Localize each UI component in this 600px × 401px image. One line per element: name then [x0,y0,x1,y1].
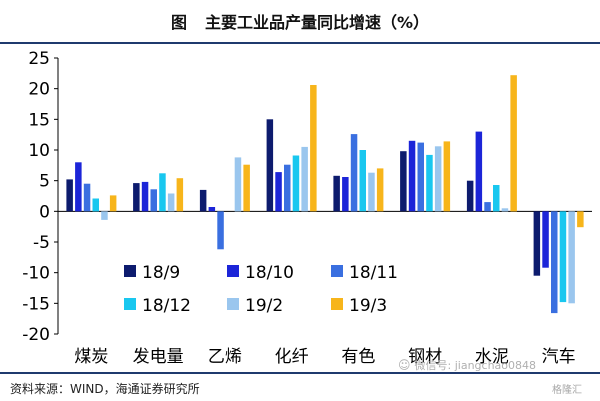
bar-18-11-3 [284,164,291,212]
legend-label: 18/9 [142,263,180,283]
bar-19-2-7 [568,211,575,304]
bar-19-3-6 [510,75,517,212]
bar-19-3-3 [310,85,317,212]
x-axis-labels: 煤炭 发电量 乙烯 化纤 有色 钢材 水泥 汽车 [74,347,575,367]
bar-18-10-3 [275,172,282,212]
figure-title: 图 主要工业品产量同比增速（%） [0,0,600,44]
bar-19-3-4 [376,168,384,212]
y-tick-label: 15 [28,110,50,130]
bar-19-2-4 [368,172,375,212]
legend-item: 19/2 [227,296,283,316]
y-tick-label: 20 [28,80,50,100]
y-axis: -20 -15 -10 -5 0 5 10 15 20 25 [22,49,592,345]
legend-label: 19/3 [349,296,387,316]
y-tick-label: 10 [28,141,50,161]
bar-18-10-1 [141,181,149,212]
bar-18-9-3 [266,119,274,212]
bar-18-9-5 [400,151,407,212]
y-tick-label: -20 [22,325,50,345]
y-tick-label: 5 [39,172,50,192]
bar-18-10-4 [342,177,349,212]
bar-18-12-0 [92,198,99,212]
y-tick-label: -5 [33,233,50,253]
bar-19-2-6 [501,208,509,212]
bar-19-2-3 [301,146,308,212]
x-tick-label: 水泥 [475,347,509,367]
legend-item: 18/10 [227,263,294,283]
bar-18-11-4 [350,134,358,212]
bar-18-9-4 [333,175,340,212]
bar-19-2-0 [101,211,108,220]
legend: 18/9 18/10 18/11 18/12 19/2 19/3 [124,263,398,316]
watermark-brand: 格隆汇 [552,385,582,396]
x-tick-label: 乙烯 [208,347,242,367]
watermark-text: 微信号: jiangchao0848 [414,359,537,372]
bar-18-11-1 [150,189,157,212]
bar-18-9-7 [533,211,541,276]
bar-18-12-6 [493,185,500,212]
legend-item: 18/12 [124,296,191,316]
bar-19-3-7 [577,211,584,228]
legend-item: 18/11 [331,263,398,283]
x-tick-label: 化纤 [275,347,309,367]
bar-19-3-2 [243,164,250,212]
y-tick-label: -10 [22,264,50,284]
bar-19-2-2 [234,157,242,212]
x-tick-label: 汽车 [542,347,576,367]
bar-18-10-2 [208,207,216,212]
y-tick-label: 25 [28,49,50,69]
legend-item: 19/3 [331,296,387,316]
legend-label: 18/10 [245,263,294,283]
bar-19-3-1 [176,178,184,212]
bar-18-10-0 [75,162,82,212]
legend-swatch [331,265,343,277]
y-tick-label: 0 [39,202,50,222]
bar-18-12-7 [559,211,567,303]
bar-18-9-6 [466,180,474,212]
bar-19-3-0 [109,195,117,212]
bar-18-11-0 [83,183,91,212]
bars-group [66,75,584,314]
legend-swatch [124,298,136,310]
legend-swatch [124,265,136,277]
bar-18-12-3 [292,155,300,212]
legend-item: 18/9 [124,263,180,283]
bar-18-12-1 [159,173,166,212]
bar-18-12-4 [359,150,366,212]
bar-19-2-1 [167,193,175,212]
watermark: ☺ 微信号: jiangchao0848 [398,357,536,373]
bar-18-12-5 [426,154,433,212]
x-tick-label: 钢材 [408,347,442,367]
bar-18-10-5 [408,140,416,212]
legend-swatch [331,298,343,310]
legend-swatch [227,298,239,310]
x-tick-label: 煤炭 [74,347,108,367]
chart-title: 主要工业品产量同比增速（%） [204,13,430,32]
bar-18-11-7 [551,211,558,314]
bar-19-2-5 [434,146,442,212]
legend-label: 18/12 [142,296,191,316]
legend-label: 19/2 [245,296,283,316]
wechat-icon: ☺ [398,358,411,372]
figure-label: 图 [170,13,187,32]
bar-18-11-2 [217,211,224,250]
bar-18-11-5 [417,142,424,212]
bar-18-9-2 [199,189,207,212]
legend-label: 18/11 [349,263,398,283]
source-note: 资料来源：WIND，海通证券研究所 [0,372,600,401]
bar-18-11-6 [484,202,491,212]
bar-18-9-1 [133,183,140,212]
x-tick-label: 有色 [341,347,375,367]
bar-18-10-7 [542,211,549,268]
bar-18-10-6 [475,131,483,212]
x-tick-label: 发电量 [133,347,184,367]
legend-swatch [227,265,239,277]
y-tick-label: -15 [22,294,50,314]
bar-18-9-0 [66,179,73,212]
bar-19-3-5 [443,141,451,212]
